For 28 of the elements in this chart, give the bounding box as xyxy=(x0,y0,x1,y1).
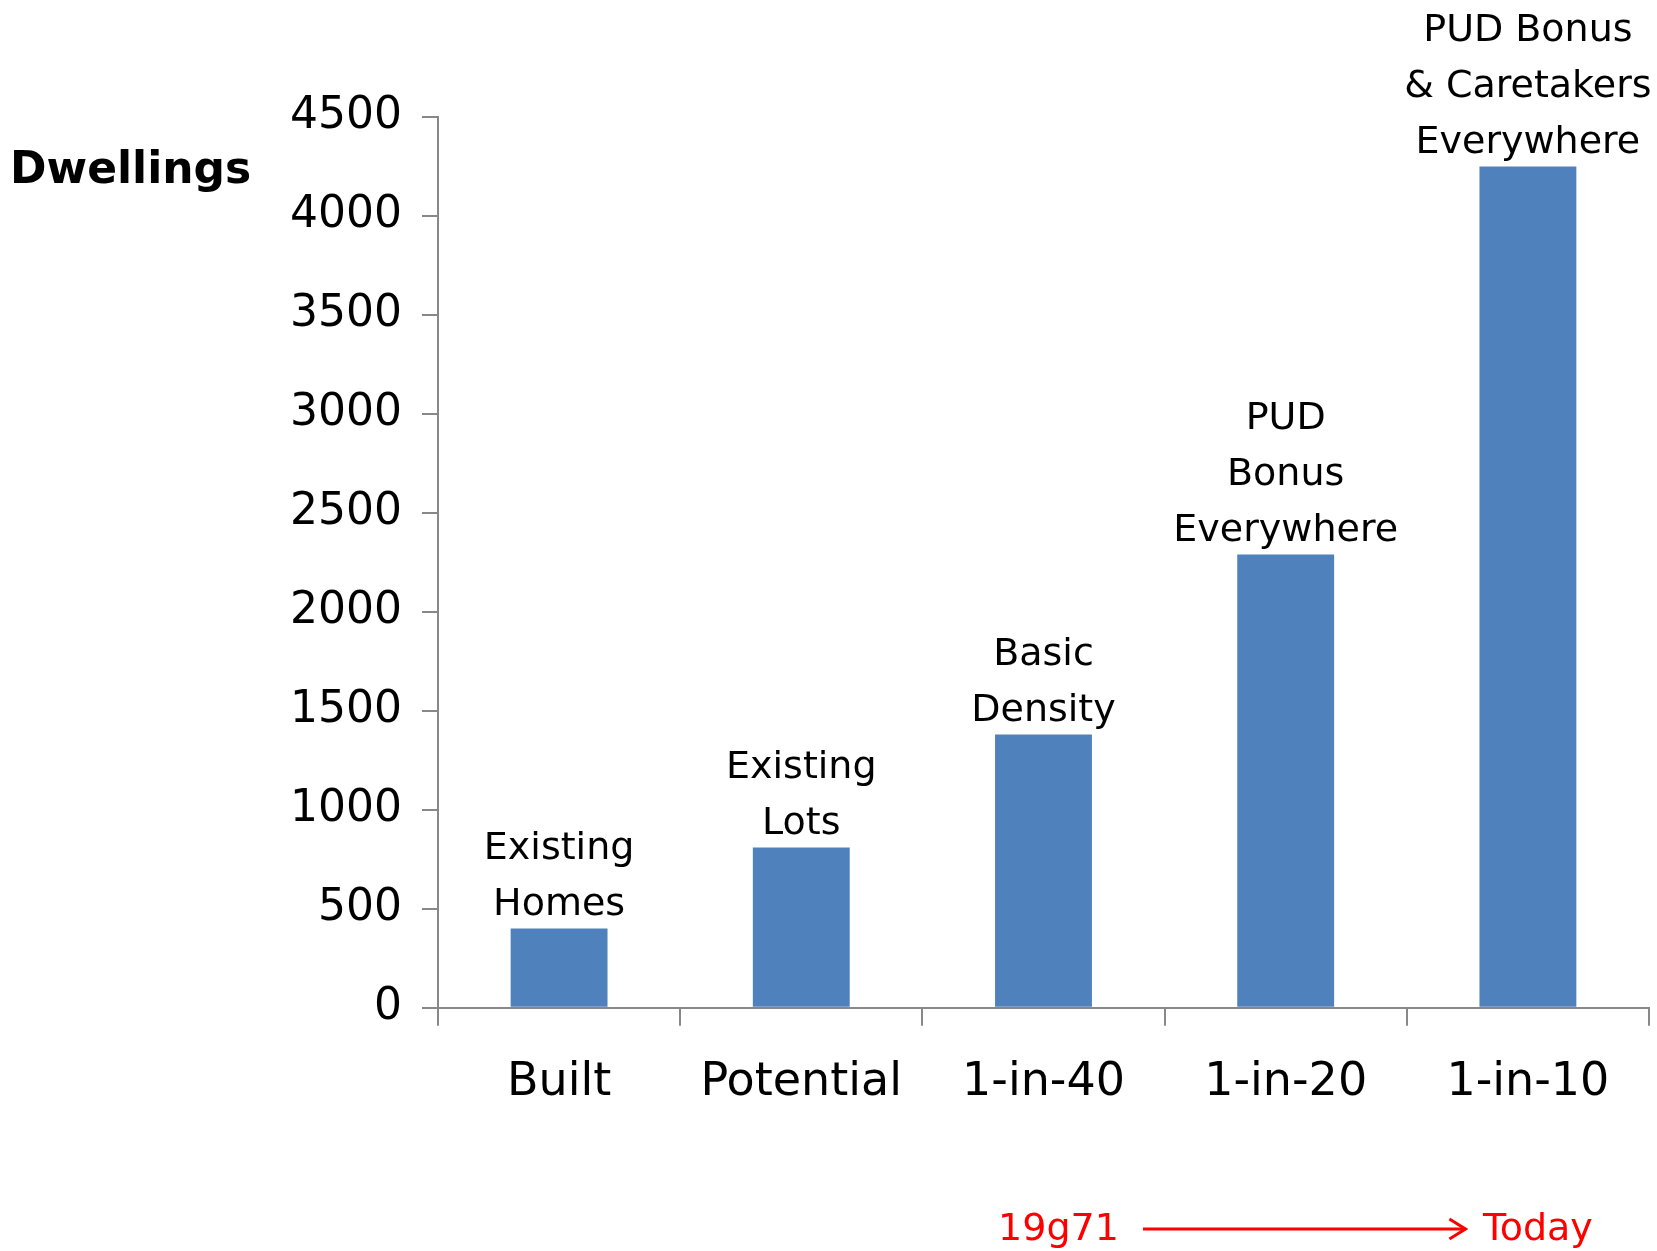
bar xyxy=(1479,166,1577,1007)
bar xyxy=(752,847,850,1007)
y-tick-label: 4000 xyxy=(289,186,402,238)
y-tick-label: 2500 xyxy=(289,483,402,535)
annotation: PUD Bonus Everywhere xyxy=(1173,394,1399,551)
annotation: PUD Bonus & Caretakers Everywhere xyxy=(1404,6,1652,163)
bar xyxy=(510,928,608,1007)
y-tick-label: 4500 xyxy=(289,87,402,139)
y-tick-label: 500 xyxy=(317,879,402,931)
x-tick-label: 1-in-40 xyxy=(962,1052,1125,1107)
text: 19g71 xyxy=(998,1205,1119,1249)
y-tick-label: 0 xyxy=(373,978,402,1030)
x-tick-label: Potential xyxy=(700,1052,903,1107)
y-axis-title: Dwellings xyxy=(10,142,252,194)
y-tick-label: 1500 xyxy=(289,681,402,733)
annotation: Basic Density xyxy=(971,630,1116,731)
x-tick-label: Built xyxy=(506,1052,612,1107)
y-tick-label: 1000 xyxy=(289,780,402,832)
y-tick-label: 3000 xyxy=(289,384,402,436)
y-tick-label: 2000 xyxy=(289,582,402,634)
annotation: Existing Lots xyxy=(726,743,877,844)
bar xyxy=(995,734,1092,1007)
text: Today xyxy=(1482,1205,1593,1249)
annotation: Existing Homes xyxy=(483,824,635,925)
y-tick-label: 3500 xyxy=(289,285,402,337)
bar xyxy=(1237,554,1335,1007)
x-tick-label: 1-in-20 xyxy=(1204,1052,1368,1107)
x-tick-label: 1-in-10 xyxy=(1446,1052,1610,1107)
